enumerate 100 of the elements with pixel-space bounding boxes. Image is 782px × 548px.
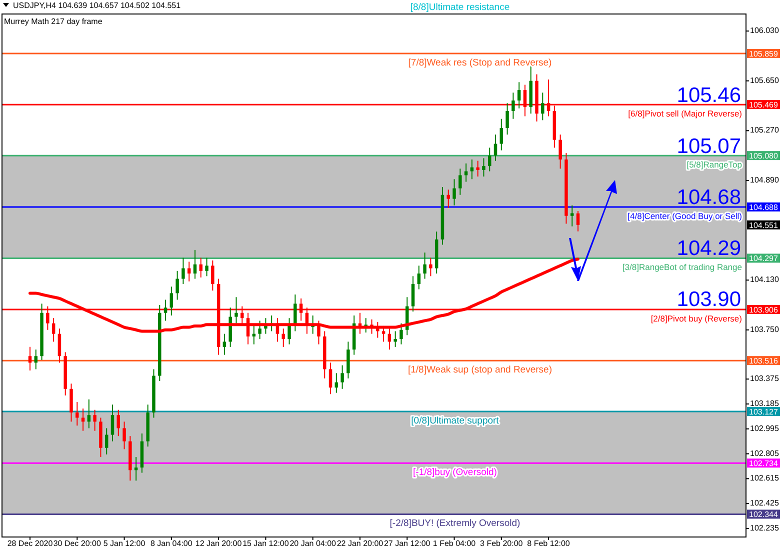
text: [8/8]Ultimate resistance <box>410 2 510 13</box>
candlestick <box>258 320 262 340</box>
candlestick <box>199 257 202 278</box>
candlestick <box>193 249 197 280</box>
x-tick-label: 15 Jan 12:00 <box>242 539 290 548</box>
candlestick <box>558 134 562 170</box>
x-tick-label: 8 Jan 04:00 <box>150 539 193 548</box>
candlestick <box>446 189 450 208</box>
candlestick <box>122 421 126 450</box>
y-tick-label: 105.270 <box>750 126 780 135</box>
candlestick <box>423 252 426 280</box>
candlestick <box>512 92 515 120</box>
candlestick <box>116 409 120 437</box>
text: 105.469 <box>749 100 778 110</box>
candlestick <box>264 318 268 334</box>
x-tick-label: 28 Dec 2020 <box>7 539 54 548</box>
candlestick <box>93 409 96 432</box>
text: 104.688 <box>749 202 778 212</box>
candlestick <box>81 408 85 432</box>
x-tick-label: 3 Feb 20:00 <box>480 539 524 548</box>
y-tick-label: 104.130 <box>750 275 780 284</box>
annotation: 103.90 <box>676 288 741 312</box>
y-tick-label: 103.750 <box>750 324 780 334</box>
y-tick-label: 102.805 <box>750 448 780 458</box>
candlestick <box>458 168 462 196</box>
candlestick <box>176 270 179 300</box>
candlestick <box>482 158 486 178</box>
candlestick <box>488 147 492 172</box>
candlestick <box>170 286 174 316</box>
y-tick-label: 102.235 <box>750 523 780 532</box>
candlestick <box>164 299 168 322</box>
text: 102.344 <box>749 510 778 520</box>
y-tick-label: 104.890 <box>750 175 780 184</box>
annotation: 105.07 <box>676 134 741 158</box>
annotation: 104.68 <box>676 186 741 209</box>
x-tick-label: 12 Jan 20:00 <box>195 539 242 548</box>
ref-line-label: [2/8]Pivot buy (Reverse) <box>650 313 742 324</box>
candlestick <box>76 401 79 426</box>
candlestick <box>452 178 456 206</box>
ref-line-label: [-2/8]BUY! (Extremly Oversold) <box>390 518 520 530</box>
y-tick-label: 102.425 <box>750 498 780 508</box>
candlestick <box>34 349 38 370</box>
candlestick <box>470 158 474 180</box>
text: 103.516 <box>749 356 778 366</box>
candlestick <box>104 428 108 455</box>
candlestick <box>87 398 91 429</box>
text: 103.906 <box>749 305 778 314</box>
y-tick-label: 105.650 <box>750 76 780 85</box>
candlestick <box>494 134 498 162</box>
candlestick <box>52 318 56 342</box>
candlestick <box>288 318 291 345</box>
ref-line-label: [1/8]Weak sup (stop and Reverse) <box>408 364 552 376</box>
x-tick-label: 8 Feb 12:00 <box>527 539 570 548</box>
annotation: 104.29 <box>676 237 741 260</box>
candlestick <box>182 257 185 285</box>
candlestick <box>541 92 544 121</box>
text: 104.297 <box>749 254 778 264</box>
ref-line-label: [5/8]RangeTop <box>686 160 742 170</box>
annotation: 105.46 <box>676 84 741 107</box>
x-tick-label: 5 Jan 12:00 <box>103 539 146 548</box>
chart-title: USDJPY,H4 104.639 104.657 104.502 104.551 <box>13 1 182 10</box>
candlestick <box>110 404 114 442</box>
y-tick-label: 102.615 <box>750 474 780 483</box>
candlestick <box>328 362 332 395</box>
candlestick <box>346 341 350 379</box>
candlestick <box>311 314 314 334</box>
candlestick <box>506 102 509 136</box>
ref-line-label: [-1/8]buy (Oversold) <box>413 467 497 478</box>
y-tick-label: 106.030 <box>750 26 780 36</box>
y-tick-label: 103.185 <box>750 398 780 408</box>
candlestick <box>294 294 297 332</box>
candlestick <box>417 265 421 290</box>
candlestick <box>222 333 226 356</box>
candlestick <box>70 383 73 422</box>
chart-subtitle: Murrey Math 217 day frame <box>4 17 103 26</box>
candlestick <box>476 160 480 178</box>
y-tick-label: 102.995 <box>750 424 780 433</box>
candlestick <box>570 204 574 227</box>
x-tick-label: 1 Feb 04:00 <box>432 539 476 548</box>
candlestick <box>205 257 208 277</box>
candlestick <box>400 322 403 345</box>
text: 102.734 <box>749 459 778 468</box>
candlestick <box>517 82 521 109</box>
text: 105.859 <box>749 49 778 58</box>
x-tick-label: 20 Jan 04:00 <box>290 539 337 548</box>
ref-line-label: [3/8]RangeBot of trading Range <box>622 262 742 272</box>
ref-line-label: [4/8]Center (Good Buy or Sell) <box>628 210 742 221</box>
candlestick <box>234 296 238 324</box>
ref-line-label: [7/8]Weak res (Stop and Reverse) <box>408 57 552 68</box>
candlestick <box>340 364 344 390</box>
candlestick <box>429 257 432 277</box>
candlestick <box>500 118 504 151</box>
text: 104.551 <box>749 220 778 230</box>
candlestick <box>394 330 397 348</box>
ref-line-label: [0/8]Ultimate support <box>411 416 500 427</box>
ref-line-label: [6/8]Pivot sell (Major Reverse) <box>628 108 742 119</box>
x-tick-label: 30 Dec 20:00 <box>53 539 102 548</box>
candlestick <box>211 260 214 292</box>
candlestick <box>576 210 580 232</box>
candlestick <box>28 346 32 372</box>
